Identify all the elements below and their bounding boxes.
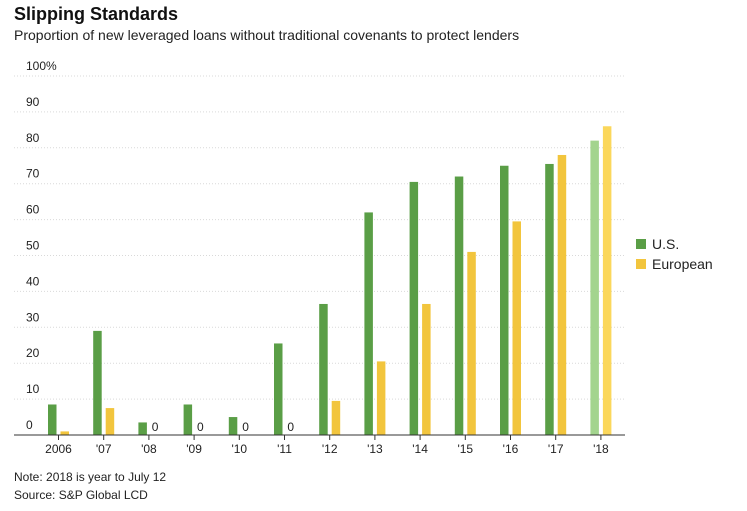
bar-us [590, 140, 599, 435]
y-tick-label: 100% [26, 59, 57, 73]
x-tick-label: 2006 [45, 442, 72, 456]
x-tick-label: '14 [412, 442, 428, 456]
x-tick-label: '17 [548, 442, 564, 456]
bar-european [467, 251, 476, 435]
bar-us [183, 404, 193, 435]
y-tick-label: 0 [26, 418, 33, 432]
bar-us [545, 163, 554, 435]
x-tick-label: '09 [186, 442, 202, 456]
bar-european [60, 431, 69, 435]
x-tick-label: '15 [457, 442, 473, 456]
y-tick-label: 30 [26, 310, 40, 324]
y-tick-label: 60 [26, 203, 40, 217]
y-tick-label: 80 [26, 131, 40, 145]
bar-us [364, 212, 373, 435]
legend-item-european: European [636, 256, 713, 272]
zero-data-label: 0 [242, 420, 249, 434]
legend-swatch-us [636, 239, 646, 249]
bar-european [557, 154, 567, 436]
x-tick-label: '08 [141, 442, 157, 456]
bar-european [512, 221, 521, 435]
zero-data-label: 0 [197, 420, 204, 434]
bar-us [93, 330, 102, 435]
bar-us [319, 303, 328, 435]
bar-us [228, 417, 238, 435]
bar-us [274, 343, 283, 435]
zero-data-label: 0 [152, 420, 159, 434]
bar-us [500, 165, 509, 435]
chart-title: Slipping Standards [14, 4, 179, 24]
y-tick-label: 40 [26, 274, 40, 288]
legend-item-us: U.S. [636, 236, 679, 252]
zero-data-label: 0 [287, 420, 294, 434]
bar-european [422, 303, 431, 435]
y-tick-label: 90 [26, 95, 40, 109]
y-tick-label: 10 [26, 382, 40, 396]
bar-us [409, 181, 419, 435]
bar-european [602, 126, 612, 435]
x-tick-label: '10 [231, 442, 247, 456]
x-tick-label: '13 [367, 442, 383, 456]
legend-label-european: European [652, 256, 713, 272]
bar-european [105, 408, 115, 435]
y-tick-label: 70 [26, 167, 40, 181]
bar-us [138, 422, 147, 435]
footnote: Note: 2018 is year to July 12 [14, 470, 167, 484]
chart-subtitle: Proportion of new leveraged loans withou… [14, 27, 520, 43]
x-tick-label: '16 [503, 442, 519, 456]
legend-label-us: U.S. [652, 236, 680, 252]
x-tick-label: '11 [277, 442, 292, 456]
x-tick-label: '07 [96, 442, 112, 456]
bar-european [376, 361, 386, 435]
bar-european [331, 400, 341, 435]
x-tick-label: '12 [322, 442, 338, 456]
bar-us [454, 176, 464, 435]
y-tick-label: 20 [26, 346, 40, 360]
y-tick-label: 50 [26, 239, 40, 253]
bar-us [48, 404, 57, 435]
source-line: Source: S&P Global LCD [14, 488, 148, 502]
legend-swatch-european [636, 259, 646, 269]
x-tick-label: '18 [593, 442, 609, 456]
